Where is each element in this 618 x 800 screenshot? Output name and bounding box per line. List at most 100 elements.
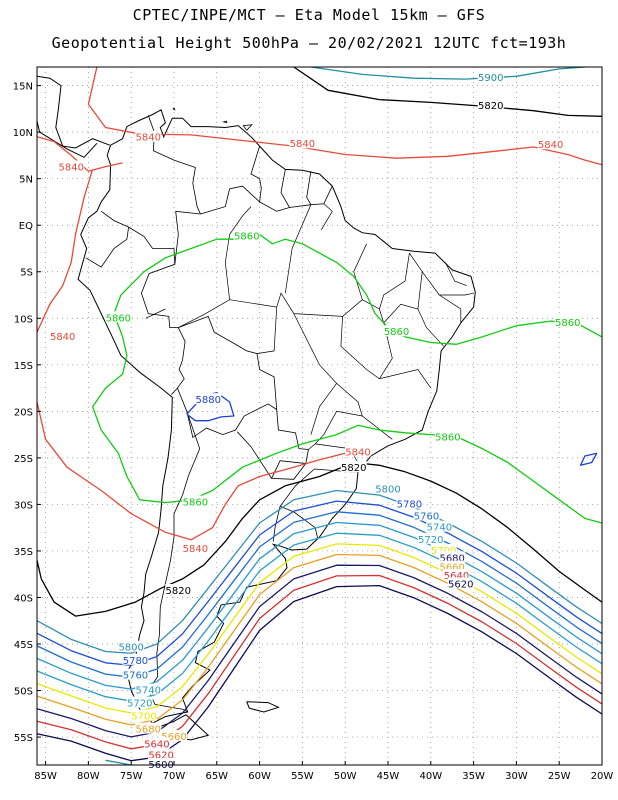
state-border xyxy=(439,292,474,296)
contour-5800-trough xyxy=(36,489,603,654)
coastline xyxy=(77,109,476,724)
chart-title-line1: CPTEC/INPE/MCT – Eta Model 15km – GFS xyxy=(132,6,486,24)
state-border xyxy=(379,369,432,389)
contour-5820 xyxy=(353,461,603,603)
contour-label: 5840 xyxy=(59,163,84,174)
central-america-coast xyxy=(36,75,110,149)
state-border xyxy=(293,313,338,435)
contour-label: 5860 xyxy=(384,327,409,338)
contour-5780-trough xyxy=(36,500,603,666)
contour-label-bg xyxy=(148,748,175,760)
contour-label: 5860 xyxy=(435,432,460,443)
south-america-outline xyxy=(36,75,476,741)
contour-label-bg xyxy=(439,551,466,563)
island xyxy=(222,120,228,124)
lon-tick-label: 60W xyxy=(248,771,271,782)
lon-tick-label: 70W xyxy=(163,771,186,782)
contour-label-bg xyxy=(345,445,372,457)
contour-label: 5860 xyxy=(106,313,131,324)
contour-label: 5840 xyxy=(538,140,563,151)
contour-label: 5860 xyxy=(234,231,259,242)
contour-5640-trough xyxy=(36,574,603,750)
lon-tick-label: 45W xyxy=(377,771,400,782)
state-border xyxy=(178,292,385,328)
lat-tick-label: 25S xyxy=(14,454,33,465)
contour-label-bg xyxy=(131,709,158,721)
contour-label-bg xyxy=(122,668,149,680)
contour-label: 5680 xyxy=(136,725,161,736)
contour-label: 5820 xyxy=(478,101,503,112)
lat-tick-label: 45S xyxy=(14,640,33,651)
lat-tick-label: 15S xyxy=(14,361,33,372)
contour-label: 5860 xyxy=(555,318,580,329)
contour-label: 5720 xyxy=(418,535,443,546)
contour-label: 5740 xyxy=(427,523,452,534)
grid-lines xyxy=(37,67,603,765)
contour-5820 xyxy=(293,66,603,117)
contour-label-bg xyxy=(58,160,85,172)
contour-label-bg xyxy=(195,393,222,405)
contour-label: 5820 xyxy=(341,463,366,474)
contour-label-bg xyxy=(105,311,132,323)
contour-label: 5840 xyxy=(345,447,370,458)
contour-label-bg xyxy=(396,497,423,509)
lon-tick-label: 55W xyxy=(291,771,314,782)
contour-5840 xyxy=(87,66,603,166)
chart-title-line2: Geopotential Height 500hPa – 20/02/2021 … xyxy=(51,34,567,52)
contour-label-bg xyxy=(443,569,470,581)
contour-label: 5780 xyxy=(397,499,422,510)
contour-label: 5780 xyxy=(123,656,148,667)
country-border xyxy=(178,315,278,410)
contour-label: 5880 xyxy=(195,395,220,406)
lat-tick-label: 15N xyxy=(13,82,33,93)
country-border xyxy=(85,210,130,268)
contour-label: 5840 xyxy=(136,133,161,144)
contour-label: 5900 xyxy=(478,73,503,84)
contour-label-bg xyxy=(182,495,209,507)
lat-tick-label: 5S xyxy=(20,268,33,279)
lat-tick-label: 20S xyxy=(14,407,33,418)
contour-5900 xyxy=(310,66,585,80)
lat-tick-label: 50S xyxy=(14,687,33,698)
contour-label-bg xyxy=(383,325,410,337)
contour-5660-trough xyxy=(36,564,603,738)
contour-label-bg xyxy=(135,683,162,695)
lon-tick-label: 80W xyxy=(77,771,100,782)
country-border xyxy=(128,226,176,265)
contour-label-bg xyxy=(160,730,187,742)
contour-label: 5660 xyxy=(161,732,186,743)
contour-5840 xyxy=(36,169,94,333)
lon-tick-label: 35W xyxy=(462,771,485,782)
contour-label: 5700 xyxy=(131,712,156,723)
lon-tick-label: 25W xyxy=(548,771,571,782)
falkland-islands xyxy=(246,701,280,713)
contour-5820 xyxy=(36,461,354,617)
contour-label-bg xyxy=(374,482,401,494)
contour-label-bg xyxy=(49,329,76,341)
lat-tick-label: 10S xyxy=(14,314,33,325)
contour-labels: 5900 5820 5840 5840 5840 5840 5860 5860 5860 5860… xyxy=(49,71,581,771)
country-border xyxy=(276,204,311,212)
contour-5600 xyxy=(105,759,132,766)
contour-label-bg xyxy=(477,99,504,111)
contour-5880-east xyxy=(579,452,598,466)
contour-label: 5800 xyxy=(375,485,400,496)
contour-label-bg xyxy=(135,722,162,734)
state-border xyxy=(379,253,410,310)
state-border xyxy=(421,271,462,323)
contour-label: 5840 xyxy=(50,332,75,343)
state-border xyxy=(256,307,278,354)
contour-lines xyxy=(36,66,603,766)
contour-label-bg xyxy=(413,509,440,521)
state-border xyxy=(336,383,393,440)
contour-label: 5860 xyxy=(183,498,208,509)
state-border xyxy=(409,252,423,310)
contour-label: 5620 xyxy=(148,751,173,762)
lon-tick-label: 85W xyxy=(34,771,57,782)
lon-tick-label: 20W xyxy=(591,771,614,782)
contour-5620-trough xyxy=(36,584,603,762)
lon-tick-label: 65W xyxy=(205,771,228,782)
contour-label-bg xyxy=(477,71,504,83)
lat-tick-label: 35S xyxy=(14,547,33,558)
